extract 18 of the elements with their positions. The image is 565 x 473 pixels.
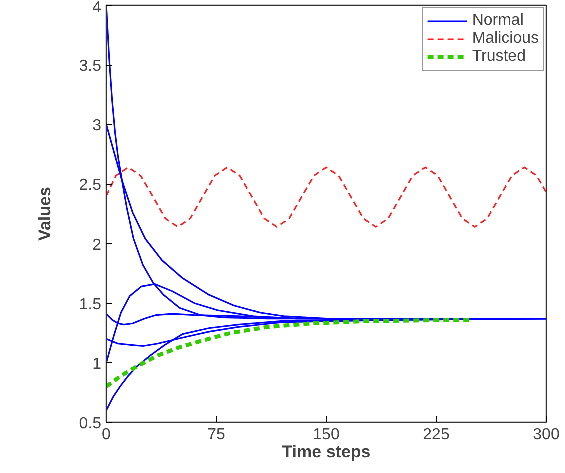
y-tick-label: 3 xyxy=(92,118,102,135)
x-tick-label: 150 xyxy=(313,426,340,444)
y-tick-label: 2 xyxy=(92,236,102,254)
x-tick-label: 0 xyxy=(102,426,112,444)
y-tick-label: 2.5 xyxy=(79,177,102,194)
legend-label: Trusted xyxy=(472,48,526,66)
y-tick-label: 1.5 xyxy=(79,296,102,314)
y-tick-label: 4 xyxy=(92,0,102,16)
x-tick-label: 225 xyxy=(423,426,450,444)
x-tick-label: 75 xyxy=(208,426,226,444)
y-axis-title: Values xyxy=(35,187,54,241)
legend-label: Malicious xyxy=(472,30,539,48)
y-tick-label: 3.5 xyxy=(79,58,102,76)
y-tick-label: 0.5 xyxy=(79,416,102,432)
x-axis-title: Time steps xyxy=(282,442,371,462)
y-tick-label: 1 xyxy=(92,356,102,373)
x-tick-label: 300 xyxy=(533,426,560,444)
legend-label: Normal xyxy=(472,12,524,30)
